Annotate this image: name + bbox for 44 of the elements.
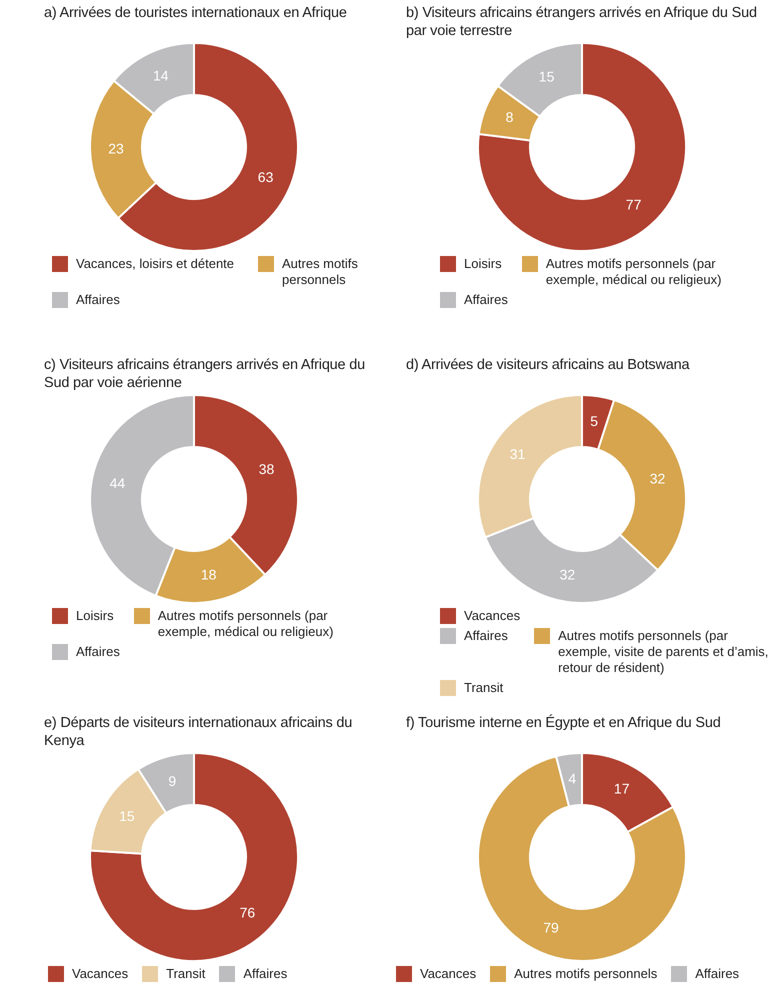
legend-label: Vacances, loisirs et détente <box>76 256 234 272</box>
data-label: 8 <box>506 109 514 126</box>
legend-label: Vacances <box>420 966 476 982</box>
data-label: 79 <box>543 919 560 936</box>
chart-title: a) Arrivées de touristes internationaux en Afrique <box>44 4 348 23</box>
data-label: 5 <box>590 412 598 429</box>
data-label: 15 <box>119 808 135 824</box>
data-label: 31 <box>510 446 526 462</box>
data-label: 15 <box>538 68 555 84</box>
legend-label: Autres motifs personnels (par exemple, médical ou religieux) <box>158 608 334 640</box>
legend-label: Affaires <box>76 292 120 308</box>
data-label: 32 <box>650 470 666 486</box>
data-label: 76 <box>240 904 256 921</box>
chart-title: d) Arrivées de visiteurs africains au Botswana <box>406 356 690 375</box>
data-label: 4 <box>568 770 576 786</box>
data-label: 18 <box>200 566 217 582</box>
legend-label: Autres motifs personnels <box>282 256 359 288</box>
legend-label: Affaires <box>243 966 288 982</box>
chart-title: b) Visiteurs africains étrangers arrivés en Afrique du Sud par voie terrestre <box>406 4 758 41</box>
chart-title: e) Départs de visiteurs internationaux africains du Kenya <box>44 714 354 751</box>
data-label: 14 <box>153 67 169 84</box>
legend-label: Affaires <box>695 966 740 982</box>
legend-label: Autres motifs personnels (par exemple, médical ou religieux) <box>546 256 722 288</box>
legend-label: Affaires <box>464 628 508 644</box>
legend-label: Transit <box>166 966 206 982</box>
data-label: 63 <box>258 168 274 185</box>
chart-title: c) Visiteurs africains étrangers arrivés en Afrique du Sud par voie aérienne <box>44 356 366 393</box>
data-label: 9 <box>168 772 176 789</box>
data-label: 32 <box>560 566 576 582</box>
legend-label: Vacances <box>464 608 520 624</box>
legend-label: Autres motifs personnels <box>514 966 658 982</box>
data-label: 23 <box>108 140 124 156</box>
legend-label: Loisirs <box>464 256 502 272</box>
data-label: 17 <box>614 780 630 797</box>
data-label: 44 <box>110 475 126 492</box>
legend-label: Transit <box>464 680 504 696</box>
legend-label: Vacances <box>72 966 128 982</box>
legend-label: Affaires <box>464 292 508 308</box>
legend-label: Affaires <box>76 644 120 660</box>
chart-title: f) Tourisme interne en Égypte et en Afrique du Sud <box>406 714 722 733</box>
legend-label: Autres motifs personnels (par exemple, visite de parents et d’amis, retour de résident) <box>558 628 770 676</box>
data-label: 77 <box>626 196 642 212</box>
data-label: 38 <box>258 461 275 478</box>
legend-label: Loisirs <box>76 608 114 624</box>
